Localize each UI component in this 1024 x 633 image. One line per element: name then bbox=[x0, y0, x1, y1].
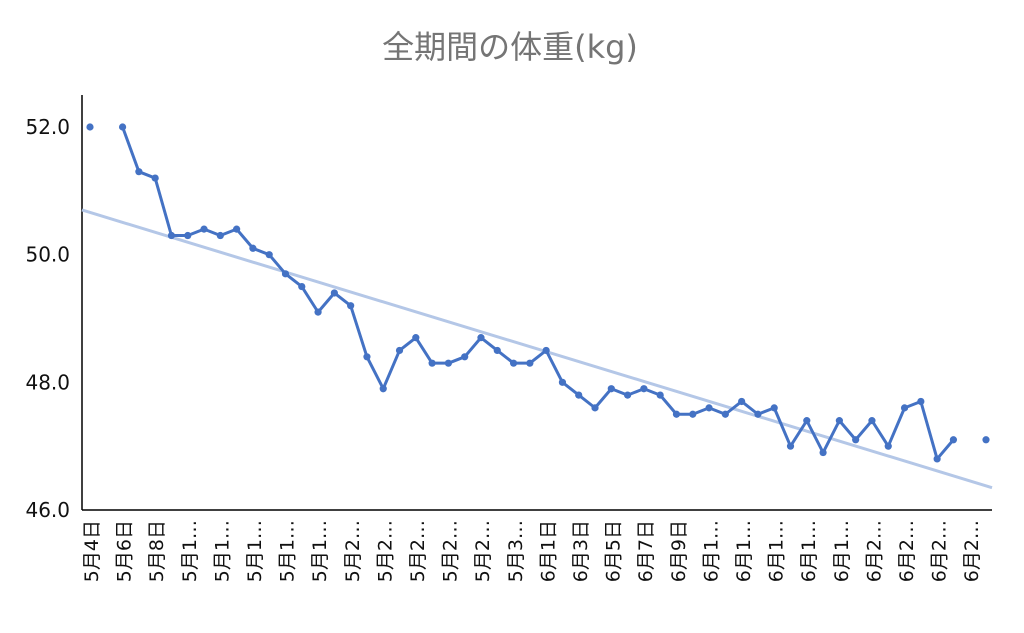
data-point bbox=[526, 359, 534, 367]
data-point bbox=[949, 436, 958, 444]
data-point bbox=[591, 404, 599, 412]
data-point bbox=[509, 359, 518, 367]
data-point bbox=[200, 225, 208, 233]
weight-series bbox=[86, 123, 990, 463]
data-point bbox=[933, 455, 941, 463]
x-tick-label: 6月1… bbox=[766, 520, 788, 582]
data-point bbox=[477, 334, 485, 342]
data-point bbox=[558, 378, 567, 386]
x-tick-label: 6月1… bbox=[700, 520, 722, 582]
x-tick-label: 5月6日 bbox=[114, 520, 136, 582]
data-point bbox=[624, 391, 632, 399]
data-point bbox=[803, 417, 811, 425]
data-point bbox=[265, 251, 273, 259]
data-point bbox=[151, 174, 159, 182]
x-tick-label: 5月8日 bbox=[146, 520, 168, 582]
data-point bbox=[542, 346, 550, 355]
x-tick-label: 5月1… bbox=[179, 520, 201, 582]
x-tick-label: 5月1… bbox=[277, 520, 299, 582]
data-point bbox=[738, 397, 746, 406]
data-point bbox=[689, 410, 697, 418]
x-tick-label: 6月1… bbox=[733, 520, 755, 582]
data-point bbox=[298, 282, 306, 291]
data-point bbox=[330, 289, 338, 297]
data-point bbox=[233, 225, 241, 233]
y-tick-label: 46.0 bbox=[25, 498, 70, 522]
x-tick-label: 6月9日 bbox=[668, 520, 690, 582]
x-tick-label: 6月1… bbox=[831, 520, 853, 582]
data-point bbox=[347, 302, 355, 310]
y-tick-label: 50.0 bbox=[25, 243, 70, 267]
data-point bbox=[379, 385, 387, 393]
x-tick-label: 5月2… bbox=[342, 520, 364, 582]
data-point bbox=[770, 404, 778, 412]
x-tick-label: 5月2… bbox=[440, 520, 462, 582]
data-point bbox=[884, 442, 892, 450]
x-tick-label: 6月2… bbox=[929, 520, 951, 582]
x-tick-label: 5月4日 bbox=[81, 520, 103, 582]
x-tick-label: 5月3… bbox=[505, 520, 527, 582]
x-tick-label: 6月2… bbox=[896, 520, 918, 582]
x-tick-label: 6月3日 bbox=[570, 520, 592, 582]
x-tick-label: 5月2… bbox=[374, 520, 396, 582]
data-point bbox=[672, 410, 681, 418]
data-point bbox=[395, 346, 404, 355]
data-point bbox=[493, 346, 501, 355]
x-tick-label: 6月1日 bbox=[537, 520, 559, 582]
data-point bbox=[216, 231, 224, 240]
data-point bbox=[656, 391, 664, 399]
x-tick-label: 5月1… bbox=[309, 520, 331, 582]
data-point bbox=[705, 404, 713, 412]
x-tick-label: 6月7日 bbox=[635, 520, 657, 582]
data-point bbox=[135, 168, 143, 176]
x-tick-labels: 5月4日 5月6日 5月8日 5月1… 5月1… 5月1… 5月1… 5月1… 5月2… 5月2…… bbox=[81, 520, 983, 582]
series-line bbox=[123, 127, 986, 459]
data-point bbox=[249, 244, 257, 252]
data-point bbox=[314, 308, 322, 316]
trend-line bbox=[81, 208, 993, 490]
y-tick-label: 52.0 bbox=[25, 115, 70, 139]
x-tick-label: 5月1… bbox=[211, 520, 233, 582]
data-point bbox=[607, 385, 615, 393]
y-tick-labels: 46.0 48.0 50.0 52.0 bbox=[25, 115, 70, 522]
data-point bbox=[86, 123, 94, 131]
data-point bbox=[721, 410, 729, 418]
x-tick-label: 6月1… bbox=[798, 520, 820, 582]
data-point bbox=[868, 417, 876, 425]
data-point bbox=[428, 359, 436, 367]
data-point bbox=[281, 270, 290, 278]
data-point bbox=[461, 353, 469, 361]
data-point bbox=[917, 397, 925, 406]
data-point bbox=[575, 391, 583, 399]
data-point bbox=[754, 410, 762, 418]
x-tick-label: 5月2… bbox=[407, 520, 429, 582]
data-point bbox=[852, 436, 860, 444]
x-tick-label: 6月5日 bbox=[603, 520, 625, 582]
data-point bbox=[900, 404, 909, 412]
data-point bbox=[786, 442, 795, 450]
data-point bbox=[640, 385, 648, 393]
y-tick-label: 48.0 bbox=[25, 370, 70, 394]
x-tick-label: 6月2… bbox=[961, 520, 983, 582]
x-tick-label: 5月2… bbox=[472, 520, 494, 582]
data-point bbox=[118, 123, 127, 131]
chart-title: 全期間の体重(kg) bbox=[382, 28, 638, 66]
data-point bbox=[444, 359, 452, 367]
x-tick-label: 5月1… bbox=[244, 520, 266, 582]
data-point bbox=[363, 353, 371, 361]
data-point bbox=[819, 448, 827, 457]
data-point bbox=[184, 231, 192, 240]
data-point bbox=[167, 231, 176, 240]
data-point bbox=[412, 334, 420, 342]
data-point bbox=[835, 417, 843, 425]
x-tick-label: 6月2… bbox=[863, 520, 885, 582]
data-point bbox=[982, 436, 990, 444]
